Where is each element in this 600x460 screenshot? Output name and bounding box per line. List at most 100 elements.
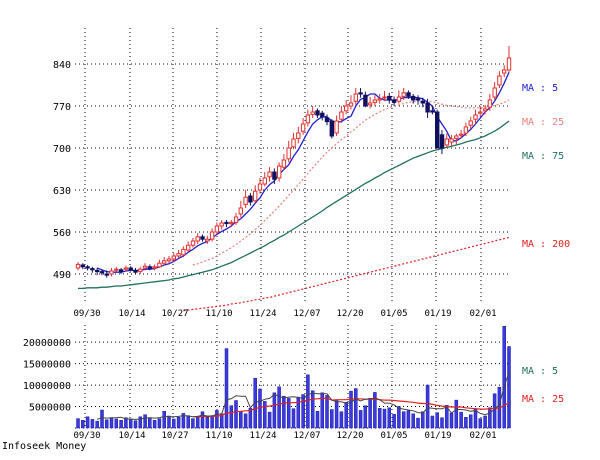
volume-x-tick-label: 10/14 [118,431,145,441]
volume-bar [306,374,310,429]
candle-down [248,195,253,203]
volume-y-tick-label: 10000000 [23,381,71,392]
candle-up [171,255,177,260]
volume-bar [167,415,171,429]
volume-bar [310,390,315,429]
volume-bar [368,398,372,429]
candle-up [219,222,224,227]
volume-bar [301,394,305,429]
candle-down [224,221,229,225]
volume-bar [492,393,497,429]
volume-bar [483,415,487,429]
candle-up [229,221,234,225]
volume-bar [186,415,190,429]
candle-down [104,273,109,276]
candle-up [286,147,291,160]
candle-down [85,266,90,269]
volume-bar [162,411,166,429]
volume-bar [291,408,296,429]
candle-up [458,133,464,136]
candle-up [214,225,220,233]
price-x-axis: 09/30 10/14 10/27 11/10 11/24 12/07 12/20 01/05… [73,309,496,319]
price-x-tick-label: 02/01 [469,309,496,319]
candle-up [186,244,191,251]
volume-bar [502,326,506,429]
candle-down [425,102,430,113]
price-x-tick-label: 09/30 [73,309,100,319]
candle-up [300,123,306,132]
candle-up [205,238,210,242]
price-y-tick-label: 630 [53,186,71,197]
volume-x-tick-label: 02/01 [469,431,496,441]
volume-x-tick-label: 01/05 [380,431,407,441]
legend-ma75: MA : 75 [522,151,564,162]
volume-bar [119,420,123,429]
legend-ma5: MA : 5 [522,83,558,94]
candle-up [348,102,354,107]
volume-bar [210,415,214,429]
volume-bar [272,392,277,429]
volume-ma-legend: MA : 5 MA : 25 [522,366,564,405]
volume-bar [109,417,114,429]
candle-down [320,112,325,118]
volume-bar [133,420,138,429]
candle-up [142,265,148,269]
volume-bar [128,419,133,429]
price-y-tick-label: 840 [53,60,71,71]
volume-bar [354,388,358,429]
volume-x-axis: 09/30 10/14 10/27 11/10 11/24 12/07 12/20 01/05… [73,431,496,441]
volume-bar [507,346,511,429]
candle-down [315,110,320,116]
candle-up [497,75,502,86]
volume-bar [224,348,229,429]
price-x-tick-label: 11/24 [249,309,276,319]
volume-bar [344,402,348,429]
volume-bar [239,411,243,429]
price-x-tick-label: 01/19 [424,309,451,319]
candle-up [162,260,167,264]
volume-bar [382,408,387,429]
volume-bar [430,415,435,429]
volume-bar [81,420,85,429]
candle-up [109,270,114,275]
volume-bar [263,401,267,429]
legend-ma25: MA : 25 [522,117,564,128]
price-ma-legend: MA : 5 MA : 25 MA : 75 MA : 200 [522,83,570,250]
candle-up [209,231,215,240]
candle-down [430,110,435,113]
volume-x-tick-label: 12/20 [336,431,363,441]
candle-up [190,240,196,246]
ma5-line [96,72,510,273]
volume-bar [76,418,80,429]
candle-up [267,171,272,178]
candle-up [339,111,344,120]
volume-y-tick-label: 20000000 [23,338,71,349]
price-candles [75,46,512,278]
candle-up [152,266,157,269]
price-x-tick-label: 11/10 [205,309,232,319]
volume-bar [85,416,90,429]
volume-bar [339,411,344,429]
volume-bar [138,416,143,429]
candle-up [454,135,459,139]
candle-down [118,269,124,273]
price-chart-panel: 490 560 630 700 770 840 09/30 10/14 10/27 11/10 1… [53,28,570,319]
volume-bar [172,418,176,429]
volume-chart-panel: 5000000 10000000 15000000 20000000 09/30 10/… [23,325,564,441]
volume-bar [143,414,147,429]
candle-up [444,138,450,146]
volume-ma25-line [192,397,510,418]
volume-bar [157,418,162,429]
volume-bar [229,405,234,429]
volume-y-tick-label: 15000000 [23,360,71,371]
candle-up [344,105,349,112]
volume-x-tick-label: 12/07 [293,431,320,441]
price-x-tick-label: 12/20 [336,309,363,319]
volume-y-axis: 5000000 10000000 15000000 20000000 [23,338,71,413]
volume-bar [358,410,363,429]
volume-bar [363,405,368,429]
candle-up [463,126,469,134]
volume-bar [468,414,473,429]
candle-up [253,190,258,202]
